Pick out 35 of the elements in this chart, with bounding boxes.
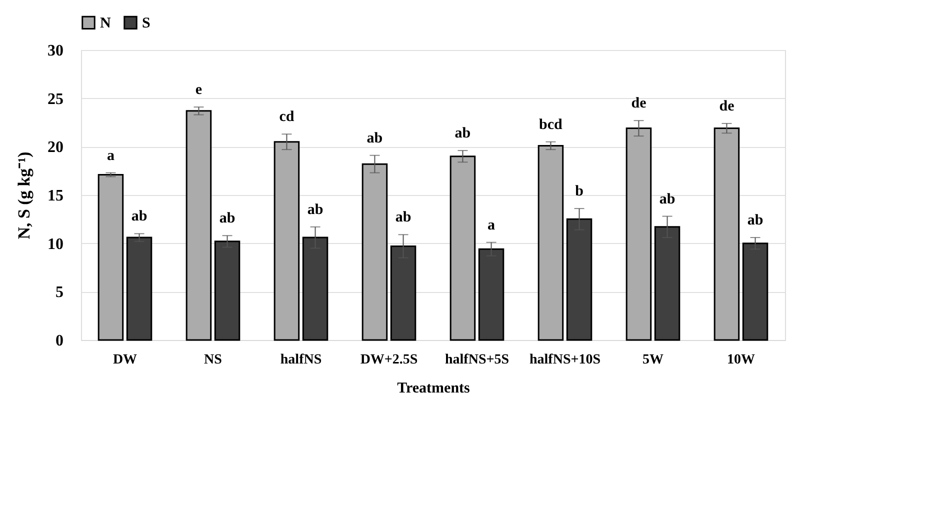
legend-label: N xyxy=(100,16,111,32)
data-label: ab xyxy=(366,130,383,146)
y-tick-label: 15 xyxy=(48,188,64,204)
data-label: bcd xyxy=(539,116,564,133)
y-tick-label: 20 xyxy=(48,139,64,156)
x-tick-label: halfNS+10S xyxy=(530,352,601,368)
x-tick-label: 5W xyxy=(642,352,664,368)
data-label: ab xyxy=(395,210,412,226)
y-axis-title: N, S (g kg⁻¹) xyxy=(14,152,34,240)
x-tick-label: 10W xyxy=(727,352,755,368)
y-tick-label: 10 xyxy=(48,236,64,253)
x-tick-label: DW+2.5S xyxy=(360,352,418,368)
x-tick-label: NS xyxy=(204,352,222,368)
data-label: de xyxy=(719,98,735,114)
y-tick-label: 5 xyxy=(56,284,64,302)
data-label: ab xyxy=(219,210,236,227)
data-label: ab xyxy=(659,191,676,208)
data-label: ab xyxy=(131,208,148,225)
data-label: de xyxy=(631,96,647,112)
x-tick-label: halfNS xyxy=(280,352,322,368)
data-label: ab xyxy=(454,126,471,142)
x-tick-label: DW xyxy=(112,352,138,368)
data-label: e xyxy=(195,82,202,98)
data-label: ab xyxy=(747,212,764,229)
x-axis-title: Treatments xyxy=(397,380,470,396)
data-label: cd xyxy=(279,109,295,126)
y-tick-label: 0 xyxy=(56,332,64,350)
legend-label: S xyxy=(142,16,150,32)
x-tick-label: halfNS+5S xyxy=(445,352,510,368)
data-label: a xyxy=(488,217,496,234)
data-label: a xyxy=(106,148,115,164)
data-label: ab xyxy=(307,202,324,218)
y-tick-label: 30 xyxy=(48,42,64,60)
data-label: b xyxy=(575,184,584,200)
y-tick-label: 25 xyxy=(48,90,64,108)
